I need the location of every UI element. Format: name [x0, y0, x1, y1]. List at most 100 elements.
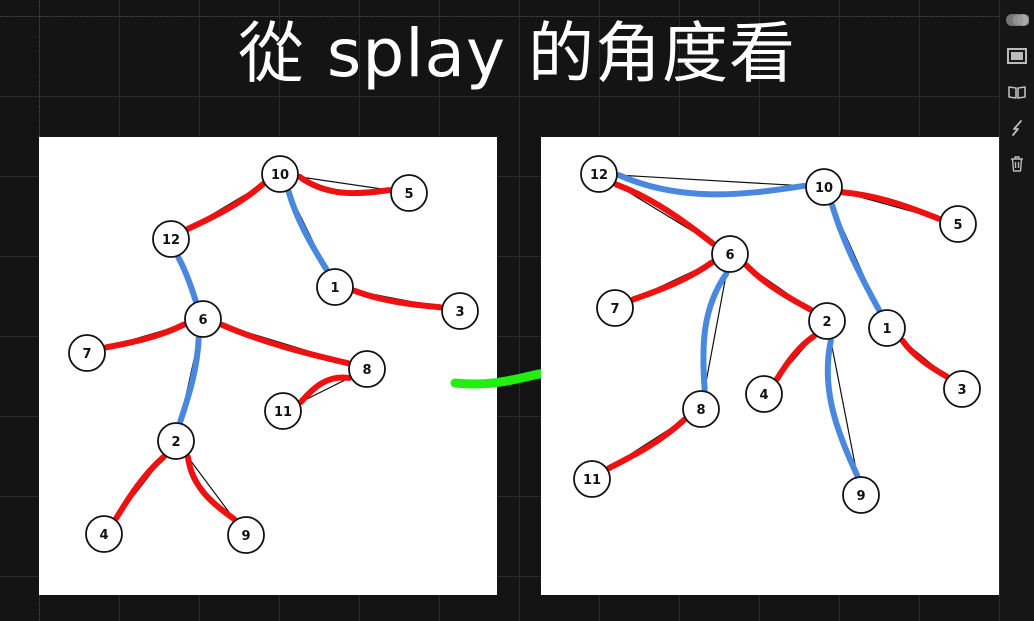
- node-circle: [261, 155, 299, 193]
- tree-node: 1: [868, 309, 906, 347]
- light-edge: [351, 287, 444, 311]
- light-edge: [103, 321, 187, 351]
- tree-node: 9: [842, 476, 880, 514]
- tree-node: 7: [68, 334, 106, 372]
- tree-node: 7: [596, 289, 634, 327]
- node-circle: [68, 334, 106, 372]
- light-edge: [613, 181, 716, 247]
- node-circle: [85, 515, 123, 553]
- node-label: 5: [953, 218, 962, 233]
- node-label: 3: [455, 305, 464, 320]
- node-circle: [745, 375, 783, 413]
- node-label: 4: [99, 528, 108, 543]
- lightning-icon[interactable]: [1005, 116, 1029, 140]
- node-circle: [184, 300, 222, 338]
- guide-line: [0, 16, 1034, 17]
- light-edge: [743, 262, 814, 313]
- node-circle: [805, 168, 843, 206]
- edge-group: [86, 173, 461, 536]
- tree-node: 3: [441, 292, 479, 330]
- node-circle: [596, 289, 634, 327]
- book-icon[interactable]: [1005, 80, 1029, 104]
- light-edge: [219, 321, 351, 367]
- edge-group: [591, 172, 963, 496]
- node-circle: [152, 220, 190, 258]
- light-edge: [297, 374, 353, 406]
- node-circle: [868, 309, 906, 347]
- light-edge: [630, 259, 715, 303]
- right-tree-diagram: 12 10 5 1 3 6 7 2 4 9 8 11: [573, 155, 981, 514]
- preferred-edge: [829, 202, 882, 313]
- tree-node: 4: [85, 515, 123, 553]
- preferred-edge: [700, 270, 730, 393]
- side-toolbar: [1000, 0, 1034, 621]
- slide-title: 從 splay 的角度看: [237, 15, 797, 92]
- node-circle: [227, 516, 265, 554]
- node-circle: [580, 155, 618, 193]
- tree-node: 11: [573, 460, 611, 498]
- preferred-edge: [824, 337, 861, 479]
- node-label: 9: [241, 529, 250, 544]
- node-circle: [711, 235, 749, 273]
- tree-node: 12: [152, 220, 190, 258]
- node-label: 10: [815, 181, 833, 196]
- tree-node: 1: [316, 268, 354, 306]
- light-edge: [185, 181, 266, 232]
- tree-node: 10: [261, 155, 299, 193]
- node-circle: [842, 476, 880, 514]
- node-label: 6: [725, 248, 734, 263]
- tree-node: 6: [711, 235, 749, 273]
- node-label: 11: [274, 405, 292, 420]
- tree-node: 5: [390, 174, 428, 212]
- tree-node: 8: [348, 350, 386, 388]
- light-edge: [184, 454, 238, 522]
- node-label: 12: [162, 233, 180, 248]
- left-tree-diagram: 10 5 12 1 3 6 7 8 11 2 4 9: [68, 155, 479, 554]
- node-label: 11: [583, 473, 601, 488]
- light-edge: [296, 173, 393, 197]
- tree-node: 3: [943, 370, 981, 408]
- tree-node: 12: [580, 155, 618, 193]
- light-edge: [899, 337, 950, 380]
- light-edge: [605, 416, 688, 472]
- node-circle: [390, 174, 428, 212]
- slide-icon[interactable]: [1005, 44, 1029, 68]
- node-circle: [682, 390, 720, 428]
- node-label: 7: [610, 302, 619, 317]
- node-circle: [808, 302, 846, 340]
- node-circle: [943, 370, 981, 408]
- node-circle: [157, 422, 195, 460]
- node-label: 3: [957, 383, 966, 398]
- tree-node: 2: [157, 422, 195, 460]
- preferred-edge: [285, 188, 330, 273]
- node-label: 1: [882, 322, 891, 337]
- preferred-edge: [615, 172, 808, 198]
- right-tree-panel: 12 10 5 1 3 6 7 2 4 9 8 11: [541, 137, 999, 595]
- node-label: 5: [404, 187, 413, 202]
- node-circle: [316, 268, 354, 306]
- node-circle: [441, 292, 479, 330]
- node-circle: [573, 460, 611, 498]
- preferred-edge: [175, 254, 199, 304]
- node-label: 8: [362, 363, 371, 378]
- node-label: 4: [759, 388, 768, 403]
- light-edge: [774, 333, 817, 382]
- tree-node: 11: [264, 392, 302, 430]
- trash-icon[interactable]: [1005, 152, 1029, 176]
- node-label: 1: [330, 281, 339, 296]
- node-label: 7: [82, 347, 91, 362]
- node-circle: [348, 350, 386, 388]
- node-label: 2: [822, 315, 831, 330]
- node-circle: [939, 205, 977, 243]
- node-label: 8: [696, 403, 705, 418]
- tree-node: 9: [227, 516, 265, 554]
- toggle-icon[interactable]: [1005, 8, 1029, 32]
- node-label: 12: [590, 168, 608, 183]
- preferred-edge: [177, 335, 202, 425]
- light-edge: [113, 453, 167, 522]
- node-label: 9: [856, 489, 865, 504]
- tree-node: 4: [745, 375, 783, 413]
- node-label: 2: [171, 435, 180, 450]
- tree-node: 8: [682, 390, 720, 428]
- tree-edge-line: [598, 173, 825, 188]
